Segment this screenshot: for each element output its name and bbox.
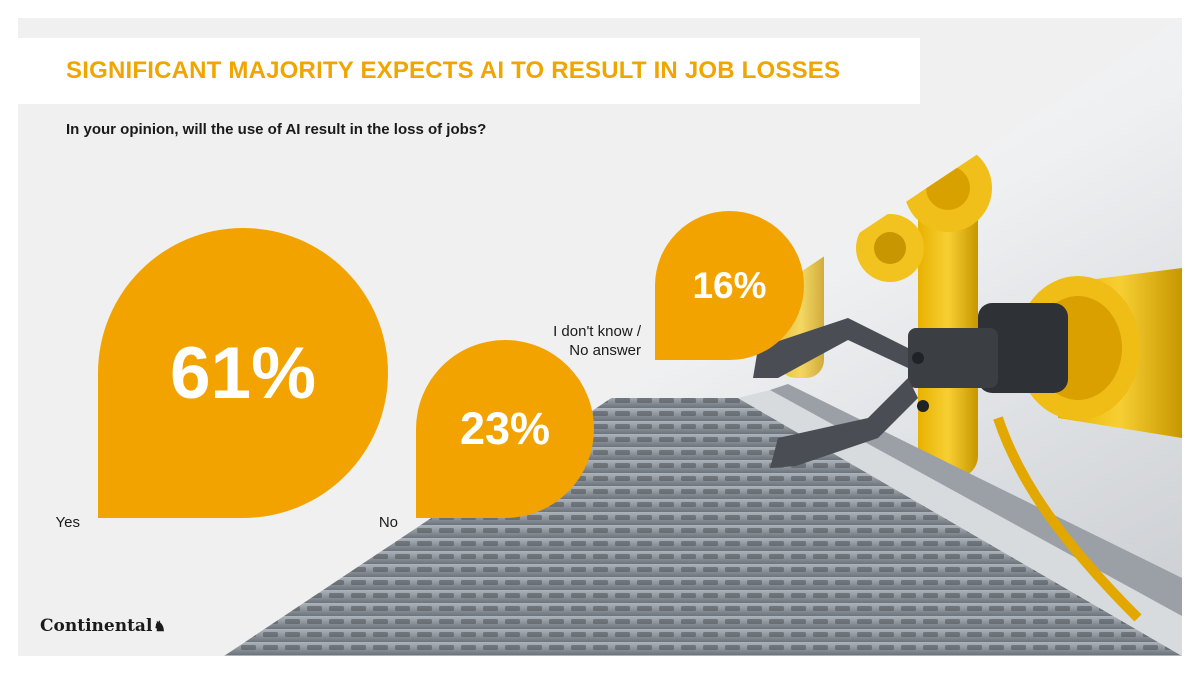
logo-text: Continental xyxy=(40,616,153,636)
bubble-no: 23% xyxy=(416,340,594,518)
title-bar: SIGNIFICANT MAJORITY EXPECTS AI TO RESUL… xyxy=(18,38,920,104)
bubble-dont-know: 16% xyxy=(655,211,804,360)
value-label-dont-know: 16% xyxy=(692,264,767,306)
category-label-no: No xyxy=(378,514,398,531)
bubble-yes: 61% xyxy=(98,228,388,518)
horse-icon: ♞ xyxy=(153,619,166,635)
value-label-yes: 61% xyxy=(169,332,317,414)
infographic-card: SIGNIFICANT MAJORITY EXPECTS AI TO RESUL… xyxy=(18,18,1182,656)
robot-arm-conveyor-photo xyxy=(224,18,1182,656)
continental-logo: Continental♞ xyxy=(40,616,166,636)
chart-subtitle: In your opinion, will the use of AI resu… xyxy=(66,121,487,138)
category-label-dont-know: I don't know / No answer xyxy=(553,323,641,359)
chart-title: SIGNIFICANT MAJORITY EXPECTS AI TO RESUL… xyxy=(66,57,841,84)
value-label-no: 23% xyxy=(459,403,551,454)
category-label-yes: Yes xyxy=(55,514,80,531)
